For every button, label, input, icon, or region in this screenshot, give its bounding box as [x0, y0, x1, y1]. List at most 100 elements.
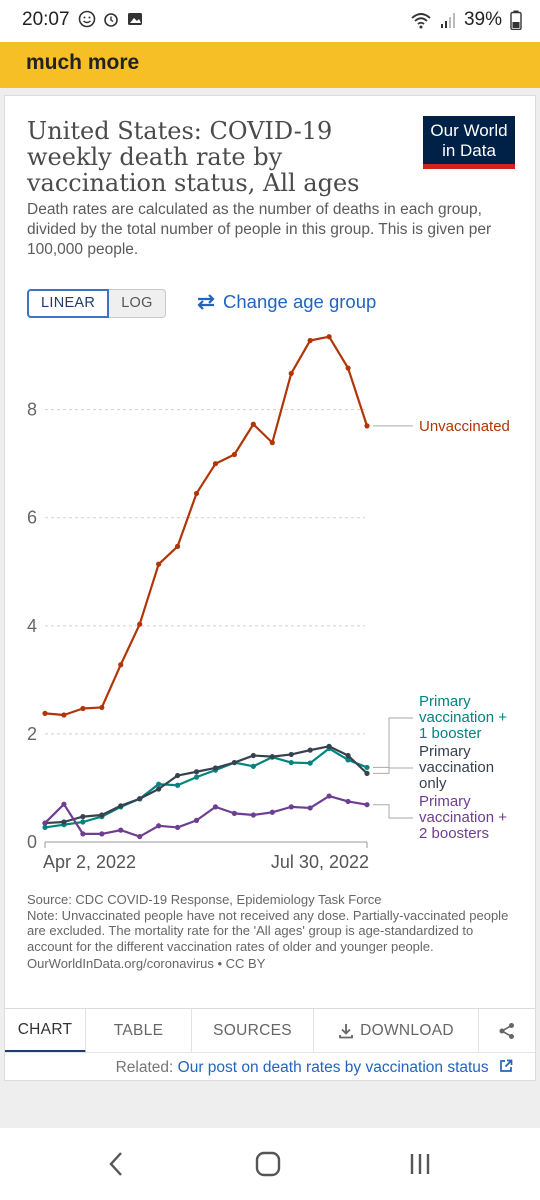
legend-connector: [373, 804, 413, 819]
data-point: [193, 769, 200, 775]
change-age-group-label: Change age group: [223, 291, 377, 312]
data-point: [364, 423, 370, 429]
logo-text: Our World in Data: [423, 121, 515, 161]
legend-label-3: Primary vaccination +2 boosters: [419, 793, 507, 842]
source-link[interactable]: OurWorldInData.org/coronavirus • CC BY: [27, 956, 266, 971]
data-point: [345, 757, 351, 763]
data-point: [288, 370, 294, 377]
data-point: [174, 772, 181, 779]
owid-logo[interactable]: Our World in Data: [423, 116, 515, 169]
notification-icons: [78, 10, 144, 28]
data-point: [80, 705, 86, 712]
data-point: [174, 543, 181, 549]
data-point: [250, 421, 256, 427]
data-point: [137, 833, 143, 840]
data-point: [345, 798, 351, 805]
data-point: [99, 831, 105, 837]
related-link[interactable]: Our post on death rates by vaccination s…: [177, 1059, 489, 1076]
data-point: [80, 819, 86, 825]
change-age-group-button[interactable]: Change age group: [195, 291, 376, 313]
home-icon[interactable]: [254, 1150, 282, 1178]
external-link-icon[interactable]: [499, 1059, 513, 1073]
logo-line-1: Our World: [430, 121, 508, 140]
data-point: [269, 754, 275, 760]
chart-tabs: CHART TABLE SOURCES DOWNLOAD: [5, 1008, 535, 1053]
data-point: [231, 759, 238, 766]
data-point: [156, 561, 162, 567]
data-point: [231, 451, 238, 458]
data-point: [288, 751, 294, 758]
chart-series: [42, 334, 370, 840]
data-point: [250, 763, 256, 769]
source-line: Source: CDC COVID-19 Response, Epidemiol…: [27, 892, 382, 907]
emoji-icon: [78, 10, 96, 28]
data-point: [42, 710, 48, 716]
legend-connector: [373, 767, 413, 774]
data-point: [288, 804, 294, 810]
data-point: [212, 461, 219, 467]
data-point: [345, 752, 351, 759]
data-point: [364, 764, 370, 771]
swap-arrows-icon: [197, 294, 215, 310]
series-line-3: [44, 794, 368, 838]
share-icon: [499, 1023, 514, 1039]
data-point: [307, 747, 313, 753]
logo-line-2: in Data: [442, 141, 496, 160]
wifi-icon: [411, 13, 431, 29]
tab-table[interactable]: TABLE: [86, 1009, 192, 1053]
data-point: [99, 704, 105, 711]
log-button[interactable]: LOG: [109, 289, 166, 318]
tab-sources[interactable]: SOURCES: [192, 1009, 314, 1053]
data-point: [288, 759, 294, 766]
x-axis: Apr 2, 2022 Jul 30, 2022: [43, 842, 369, 872]
image-icon: [128, 13, 142, 25]
tab-chart[interactable]: CHART: [5, 1009, 86, 1053]
data-point: [42, 820, 48, 826]
data-point: [212, 765, 219, 771]
share-button[interactable]: [479, 1009, 535, 1053]
signal-icon: [440, 13, 455, 28]
y-axis-ticks: 0 2 4 6 8: [27, 400, 37, 852]
y-tick-label: 4: [27, 616, 37, 636]
battery-percent: 39%: [463, 9, 502, 30]
legend-label-1: Primary vaccination +1 booster: [419, 693, 507, 742]
tab-download[interactable]: DOWNLOAD: [314, 1009, 479, 1053]
data-point: [137, 621, 143, 627]
battery-icon: [510, 10, 522, 30]
data-point: [118, 662, 124, 668]
data-point: [80, 831, 86, 837]
data-point: [212, 804, 219, 810]
data-point: [156, 823, 162, 829]
data-point: [250, 752, 256, 759]
banner-text: much more: [26, 51, 140, 74]
data-point: [231, 810, 238, 816]
top-banner[interactable]: much more: [0, 42, 540, 88]
legend-label-2: Primary vaccination only: [419, 743, 494, 792]
note-line: Note: Unvaccinated people have not recei…: [27, 907, 509, 954]
x-tick-label: Jul 30, 2022: [271, 852, 369, 872]
data-point: [326, 793, 332, 799]
data-point: [326, 334, 332, 340]
status-time: 20:07: [22, 9, 70, 30]
legend-label-unvaccinated: Unvaccinated: [419, 418, 510, 435]
data-point: [269, 809, 275, 815]
system-icons: 39%: [410, 9, 522, 31]
data-point: [307, 760, 313, 766]
linear-button[interactable]: LINEAR: [27, 289, 110, 318]
data-point: [118, 827, 124, 833]
data-point: [174, 824, 181, 831]
x-tick-label: Apr 2, 2022: [43, 852, 136, 872]
download-icon: [339, 1024, 354, 1039]
related-label: Related:: [115, 1059, 174, 1076]
source-notes: Source: CDC COVID-19 Response, Epidemiol…: [27, 892, 517, 972]
recents-icon[interactable]: [408, 1150, 432, 1178]
chart-grid: [45, 409, 367, 843]
logo-accent-bar: [423, 164, 515, 169]
data-point: [137, 796, 143, 802]
data-point: [156, 786, 162, 792]
back-icon[interactable]: [106, 1150, 126, 1178]
data-point: [364, 770, 370, 776]
data-point: [307, 805, 313, 811]
data-point: [174, 782, 181, 788]
data-point: [345, 365, 351, 371]
